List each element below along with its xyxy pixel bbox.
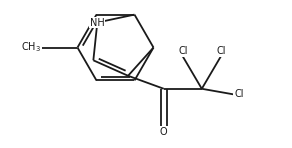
Text: CH$_3$: CH$_3$ <box>21 41 41 54</box>
Text: O: O <box>160 127 168 137</box>
Text: Cl: Cl <box>216 46 225 57</box>
Text: Cl: Cl <box>178 46 187 57</box>
Text: Cl: Cl <box>234 90 244 99</box>
Text: NH: NH <box>90 17 105 28</box>
